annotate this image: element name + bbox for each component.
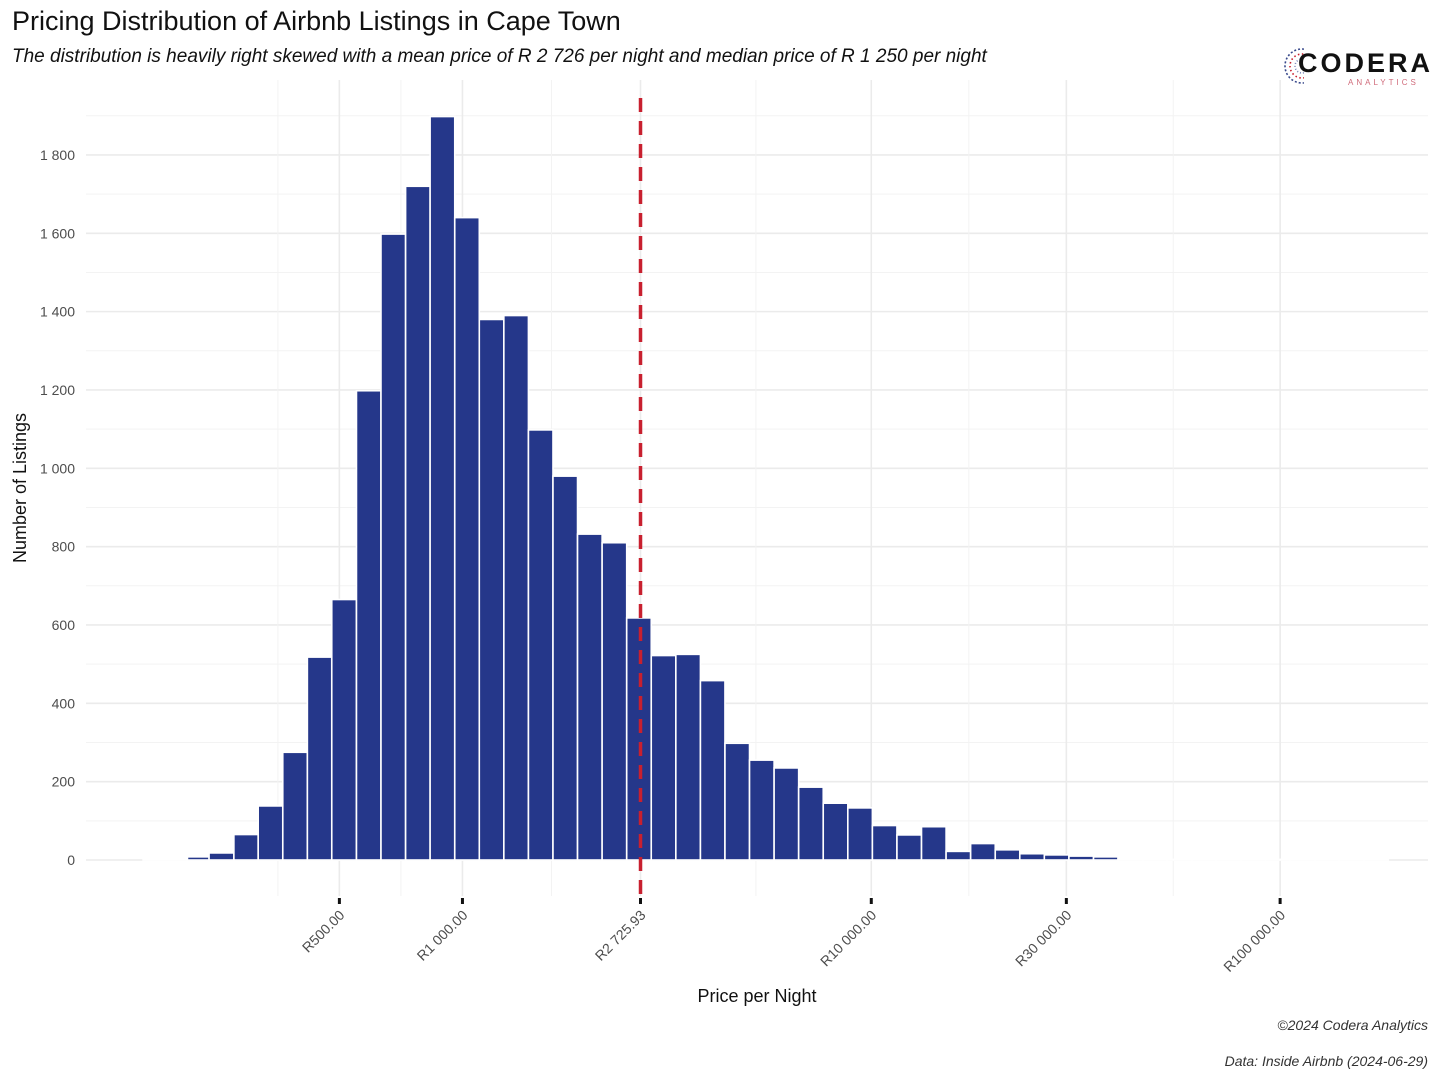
histogram-bar xyxy=(404,185,431,861)
histogram-bar xyxy=(429,115,456,861)
y-axis-title: Number of Listings xyxy=(10,413,30,563)
histogram-bar xyxy=(1018,852,1046,861)
histogram-bar xyxy=(1338,858,1365,861)
histogram-bar xyxy=(822,802,849,861)
histogram-bar xyxy=(896,834,923,861)
y-tick-label: 800 xyxy=(52,539,76,555)
histogram-bar xyxy=(650,654,677,861)
y-tick-label: 1 600 xyxy=(40,225,75,241)
histogram-bar xyxy=(748,759,775,861)
histogram-bar xyxy=(552,475,579,861)
histogram-bar xyxy=(1166,858,1193,861)
histogram-bar xyxy=(1092,856,1119,861)
histogram-bar xyxy=(1215,858,1242,861)
histogram-bar xyxy=(380,233,407,861)
histogram-bar xyxy=(1362,858,1390,861)
histogram-bar xyxy=(355,389,382,861)
x-tick-label: R10 000.00 xyxy=(817,907,880,970)
x-tick-label: R30 000.00 xyxy=(1012,907,1075,970)
histogram-bar xyxy=(1289,858,1316,861)
histogram-bar xyxy=(945,850,972,861)
x-tick-label: R100 000.00 xyxy=(1220,907,1288,975)
data-source-caption: Data: Inside Airbnb (2024-06-29) xyxy=(1224,1053,1428,1069)
histogram-bar xyxy=(186,856,210,861)
y-tick-label: 200 xyxy=(52,774,76,790)
histogram-bar xyxy=(281,751,309,861)
histogram-bar xyxy=(478,318,505,861)
histogram-bars xyxy=(142,115,1390,861)
y-tick-label: 1 800 xyxy=(40,147,75,163)
histogram-bar xyxy=(920,825,947,861)
y-tick-label: 1 400 xyxy=(40,304,75,320)
histogram-bar xyxy=(1313,858,1340,861)
chart-subtitle: The distribution is heavily right skewed… xyxy=(12,46,987,67)
histogram-bar xyxy=(142,858,189,861)
histogram-bar xyxy=(576,533,603,861)
histogram-bar xyxy=(871,824,898,861)
y-tick-label: 1 200 xyxy=(40,382,75,398)
histogram-bar xyxy=(994,849,1021,861)
histogram-bar xyxy=(208,852,235,861)
histogram-bar xyxy=(724,742,751,861)
histogram-bar xyxy=(1264,858,1291,861)
histogram-bar xyxy=(257,805,284,861)
histogram-bar xyxy=(1190,858,1218,861)
histogram-bar xyxy=(675,653,702,861)
histogram-bar xyxy=(969,842,997,861)
copyright-caption: ©2024 Codera Analytics xyxy=(1277,1017,1428,1033)
histogram-bar xyxy=(527,429,554,861)
chart-title: Pricing Distribution of Airbnb Listings … xyxy=(12,6,621,36)
histogram-bar xyxy=(1043,854,1070,861)
x-axis-title: Price per Night xyxy=(697,986,816,1006)
logo-mark-icon xyxy=(1284,48,1304,84)
histogram-bar xyxy=(1141,858,1168,861)
histogram-bar xyxy=(797,786,825,861)
logo-tagline: ANALYTICS xyxy=(1348,78,1419,87)
x-tick-label: R500.00 xyxy=(299,907,348,956)
logo-wordmark: CODERA xyxy=(1298,48,1434,78)
histogram-bar xyxy=(1240,858,1267,861)
histogram-bar xyxy=(699,679,726,861)
histogram-bar xyxy=(503,314,530,861)
codera-logo: CODERA ANALYTICS xyxy=(1282,42,1432,88)
histogram-bar xyxy=(453,216,481,861)
histogram-bar xyxy=(601,541,628,861)
y-tick-label: 600 xyxy=(52,617,76,633)
y-tick-label: 1 000 xyxy=(40,460,75,476)
histogram-bar xyxy=(233,833,259,861)
y-tick-label: 400 xyxy=(52,695,76,711)
histogram-bar xyxy=(1068,855,1095,861)
histogram-bar xyxy=(306,656,333,861)
x-tick-label: R2 725.93 xyxy=(592,907,649,964)
histogram-bar xyxy=(330,598,358,861)
y-tick-label: 0 xyxy=(67,852,75,868)
histogram-bar xyxy=(1117,857,1144,861)
x-tick-label: R1 000.00 xyxy=(414,907,471,964)
histogram-bar xyxy=(773,767,800,861)
histogram-bar xyxy=(847,807,874,861)
